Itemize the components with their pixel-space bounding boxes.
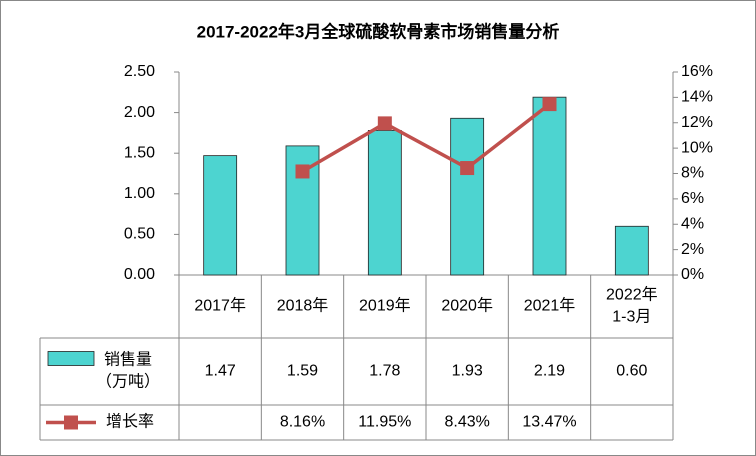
x-tick-label: 2018年 bbox=[277, 297, 329, 315]
bar bbox=[367, 130, 402, 276]
bar bbox=[203, 155, 238, 276]
legend-label: 增长率 bbox=[106, 413, 154, 431]
table-value: 1.93 bbox=[452, 363, 483, 380]
x-tick-label: 2022年 1-3月 bbox=[606, 286, 658, 326]
y-tick-label: 0.00 bbox=[124, 266, 155, 283]
legend-label: 销售量（万吨） bbox=[96, 351, 160, 391]
x-tick-label: 2019年 bbox=[359, 297, 411, 315]
table-value: 13.47% bbox=[522, 414, 576, 431]
line-marker bbox=[542, 97, 557, 112]
y-tick-label: 0.50 bbox=[124, 226, 155, 243]
table-value: 1.59 bbox=[287, 363, 318, 380]
legend-marker bbox=[64, 415, 78, 430]
y2-tick-label: 4% bbox=[681, 215, 704, 232]
table-value: 8.43% bbox=[444, 414, 489, 431]
table-value: 11.95% bbox=[358, 414, 411, 431]
y2-tick-label: 14% bbox=[681, 89, 713, 106]
line-marker bbox=[295, 164, 310, 179]
x-tick-label: 2021年 bbox=[524, 297, 576, 315]
y2-tick-label: 8% bbox=[681, 165, 704, 182]
bar bbox=[532, 96, 567, 276]
line-marker bbox=[460, 161, 475, 176]
y-tick-label: 2.00 bbox=[124, 104, 155, 121]
y2-tick-label: 0% bbox=[681, 266, 704, 283]
legend-swatch bbox=[47, 351, 95, 366]
bar bbox=[614, 225, 649, 276]
y2-tick-label: 10% bbox=[681, 139, 713, 156]
y2-tick-label: 2% bbox=[681, 241, 704, 258]
y-tick-label: 1.50 bbox=[124, 144, 155, 161]
y2-tick-label: 16% bbox=[681, 63, 713, 80]
chart-title: 2017-2022年3月全球硫酸软骨素市场销售量分析 bbox=[197, 21, 560, 41]
table-value: 1.78 bbox=[369, 363, 400, 380]
table-value: 2.19 bbox=[534, 363, 565, 380]
table-value: 0.60 bbox=[616, 363, 647, 380]
table-value: 8.16% bbox=[280, 414, 325, 431]
y-tick-label: 1.00 bbox=[124, 185, 155, 202]
y2-tick-label: 12% bbox=[681, 114, 713, 131]
x-tick-label: 2017年 bbox=[194, 297, 246, 315]
y-tick-label: 2.50 bbox=[124, 63, 155, 80]
bar bbox=[450, 117, 485, 276]
x-tick-label: 2020年 bbox=[441, 297, 493, 315]
y2-tick-label: 6% bbox=[681, 190, 704, 207]
line-marker bbox=[377, 116, 392, 131]
line bbox=[301, 102, 551, 173]
table-value: 1.47 bbox=[205, 363, 236, 380]
